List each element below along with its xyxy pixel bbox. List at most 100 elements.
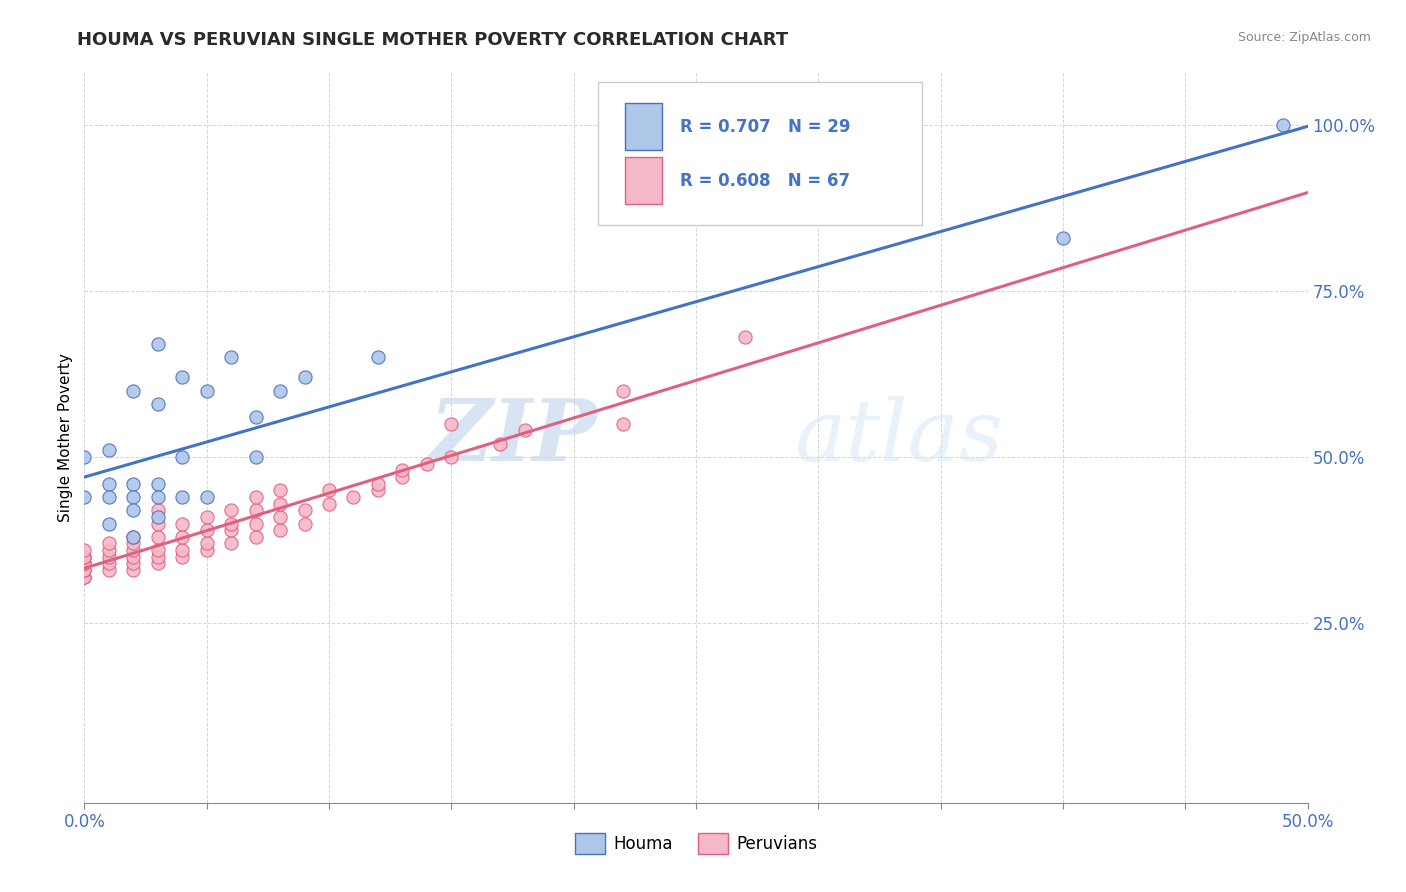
Point (195, 536, 218, 550)
FancyBboxPatch shape (626, 103, 662, 151)
Point (73, 557, 96, 571)
Point (146, 543, 169, 558)
Point (146, 516, 169, 531)
Point (172, 450, 194, 464)
Point (122, 503, 145, 517)
Y-axis label: Single Mother Poverty: Single Mother Poverty (58, 352, 73, 522)
Point (122, 549, 145, 564)
Point (172, 370, 194, 384)
Point (73, 557, 96, 571)
Point (73, 570, 96, 584)
Point (513, 424, 536, 438)
Point (318, 483, 340, 498)
Point (342, 490, 364, 504)
Point (122, 530, 145, 544)
Point (146, 337, 169, 351)
Point (416, 457, 439, 471)
Point (122, 384, 145, 398)
Point (73, 563, 96, 577)
Point (294, 503, 316, 517)
Point (391, 470, 413, 484)
Point (172, 490, 194, 504)
Point (195, 523, 218, 537)
Point (734, 330, 756, 344)
Point (97, 476, 120, 491)
Text: HOUMA VS PERUVIAN SINGLE MOTHER POVERTY CORRELATION CHART: HOUMA VS PERUVIAN SINGLE MOTHER POVERTY … (77, 31, 789, 49)
Point (172, 530, 194, 544)
Point (146, 503, 169, 517)
Point (391, 463, 413, 477)
Point (73, 490, 96, 504)
Point (73, 549, 96, 564)
Point (269, 523, 291, 537)
Text: ZIP: ZIP (430, 395, 598, 479)
Point (269, 483, 291, 498)
Point (122, 543, 145, 558)
FancyBboxPatch shape (626, 157, 662, 204)
Point (269, 509, 291, 524)
Text: R = 0.707   N = 29: R = 0.707 N = 29 (681, 118, 851, 136)
Point (73, 450, 96, 464)
Point (245, 490, 267, 504)
Point (440, 417, 463, 431)
Point (367, 351, 389, 365)
Point (245, 503, 267, 517)
Point (612, 384, 634, 398)
Point (97, 557, 120, 571)
Text: atlas: atlas (794, 396, 1002, 478)
Point (269, 384, 291, 398)
Point (1052, 230, 1074, 244)
Point (97, 443, 120, 458)
Point (612, 417, 634, 431)
Point (219, 536, 242, 550)
Point (245, 530, 267, 544)
Point (146, 490, 169, 504)
Point (97, 543, 120, 558)
Point (219, 351, 242, 365)
Point (97, 536, 120, 550)
Point (122, 530, 145, 544)
Point (146, 509, 169, 524)
Point (245, 450, 267, 464)
Point (219, 516, 242, 531)
Point (73, 549, 96, 564)
Point (97, 549, 120, 564)
Point (73, 563, 96, 577)
Point (195, 543, 218, 558)
Point (73, 563, 96, 577)
Point (122, 536, 145, 550)
Point (122, 563, 145, 577)
Point (172, 516, 194, 531)
Point (219, 503, 242, 517)
Point (195, 384, 218, 398)
Point (219, 523, 242, 537)
Point (146, 397, 169, 411)
Legend: Houma, Peruvians: Houma, Peruvians (568, 827, 824, 860)
FancyBboxPatch shape (598, 82, 922, 225)
Point (122, 557, 145, 571)
Point (318, 497, 340, 511)
Point (122, 490, 145, 504)
Point (1272, 118, 1295, 132)
Point (245, 410, 267, 425)
Point (73, 570, 96, 584)
Point (122, 476, 145, 491)
Point (172, 543, 194, 558)
Point (367, 476, 389, 491)
Point (146, 476, 169, 491)
Point (97, 490, 120, 504)
Point (245, 516, 267, 531)
Point (195, 490, 218, 504)
Point (489, 436, 512, 450)
Point (294, 370, 316, 384)
Text: Source: ZipAtlas.com: Source: ZipAtlas.com (1237, 31, 1371, 45)
Point (97, 516, 120, 531)
Text: R = 0.608   N = 67: R = 0.608 N = 67 (681, 172, 851, 190)
Point (73, 549, 96, 564)
Point (146, 530, 169, 544)
Point (294, 516, 316, 531)
Point (367, 483, 389, 498)
Point (269, 497, 291, 511)
Point (172, 549, 194, 564)
Point (73, 557, 96, 571)
